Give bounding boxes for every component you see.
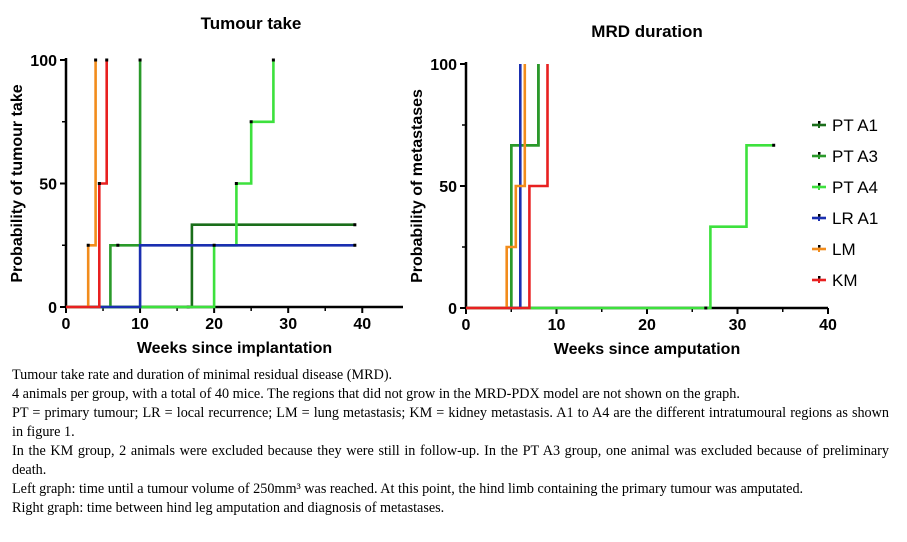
series-line-pt-a4 — [66, 60, 275, 309]
y-tick-label: 0 — [448, 301, 457, 318]
censor-mark-pt-a4 — [234, 182, 238, 185]
y-tick-label: 50 — [439, 179, 457, 196]
caption-line-5: Left graph: time until a tumour volume o… — [12, 481, 804, 497]
censor-mark-lr-a1 — [353, 243, 357, 247]
censor-mark-lr-a1 — [212, 243, 216, 247]
y-axis-label: Probability of tumour take — [9, 84, 26, 282]
y-tick-label: 50 — [39, 177, 57, 194]
censor-mark-pt-a4 — [772, 143, 776, 147]
tumour-take-chart: Tumour take 0 10 20 30 40 0 50 100 Weeks since im… — [9, 14, 403, 357]
x-tick-label: 40 — [819, 317, 837, 334]
y-tick-label: 100 — [430, 57, 457, 74]
series-line-lm — [66, 60, 97, 309]
x-tick-label: 20 — [205, 316, 223, 333]
x-tick-label: 0 — [62, 316, 71, 333]
series-line-km — [466, 64, 549, 310]
censor-mark-pt-a3 — [116, 243, 120, 247]
figure-caption: Tumour take rate and duration of minimal… — [12, 366, 889, 518]
chart-title: Tumour take — [201, 14, 302, 33]
legend: PT A1 PT A3 PT A4 LR A1 LM KM — [812, 116, 878, 290]
legend-label-pt-a4: PT A4 — [832, 178, 878, 197]
legend-censor-mark — [818, 276, 821, 279]
x-axis-label: Weeks since amputation — [554, 341, 740, 358]
legend-censor-mark — [818, 152, 821, 155]
y-tick-label: 100 — [30, 53, 57, 70]
x-tick-label: 40 — [353, 316, 371, 333]
x-axis-label: Weeks since implantation — [137, 340, 332, 357]
censor-mark-lm — [86, 243, 90, 247]
censor-mark-km — [105, 58, 109, 62]
x-tick-label: 0 — [462, 317, 471, 334]
censor-mark-pt-a1 — [353, 223, 357, 227]
legend-censor-mark — [818, 245, 821, 248]
series-line-lr-a1 — [66, 244, 355, 309]
censor-mark-pt-a4 — [271, 58, 275, 62]
legend-censor-mark — [818, 121, 821, 124]
series-line-lm — [466, 64, 527, 310]
censor-mark-pt-a4 — [249, 120, 253, 124]
x-tick-label: 10 — [548, 317, 566, 334]
series-line-pt-a1 — [466, 64, 540, 310]
legend-censor-mark — [818, 214, 821, 217]
censor-mark-pt-a4 — [704, 306, 708, 310]
caption-line-2: 4 animals per group, with a total of 40 … — [12, 386, 740, 402]
censor-mark-pt-a3 — [138, 58, 142, 62]
censor-mark-km — [97, 182, 101, 185]
chart-title: MRD duration — [591, 22, 702, 41]
series-line-pt-a4 — [466, 144, 774, 310]
mrd-duration-chart: MRD duration 0 10 20 30 40 0 50 100 Weeks since a… — [409, 22, 837, 358]
y-axis-label: Probability of metastases — [409, 89, 426, 283]
legend-label-pt-a3: PT A3 — [832, 147, 878, 166]
legend-label-lr-a1: LR A1 — [832, 209, 878, 228]
caption-line-1: Tumour take rate and duration of minimal… — [12, 367, 393, 383]
series-line-pt-a3 — [466, 64, 540, 310]
legend-label-pt-a1: PT A1 — [832, 116, 878, 135]
x-tick-label: 30 — [279, 316, 297, 333]
x-tick-label: 10 — [131, 316, 149, 333]
y-tick-label: 0 — [48, 300, 57, 317]
caption-line-3: PT = primary tumour; LR = local recurren… — [12, 405, 889, 440]
x-tick-label: 30 — [729, 317, 747, 334]
legend-label-lm: LM — [832, 240, 856, 259]
legend-label-km: KM — [832, 271, 858, 290]
caption-line-6: Right graph: time between hind leg amput… — [12, 500, 445, 516]
x-tick-label: 20 — [638, 317, 656, 334]
legend-censor-mark — [818, 183, 821, 186]
censor-mark-lm — [94, 58, 98, 62]
caption-line-4: In the KM group, 2 animals were excluded… — [12, 443, 889, 478]
